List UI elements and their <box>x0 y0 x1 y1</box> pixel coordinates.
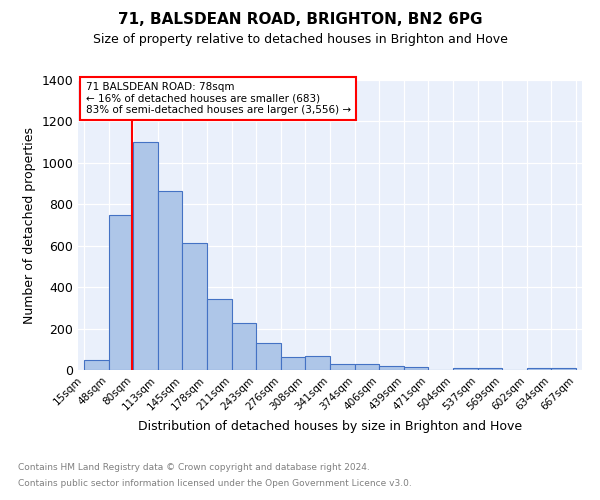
Text: Contains HM Land Registry data © Crown copyright and database right 2024.: Contains HM Land Registry data © Crown c… <box>18 464 370 472</box>
Bar <box>232 323 256 370</box>
Bar <box>331 364 355 370</box>
Bar <box>133 142 158 370</box>
Text: Size of property relative to detached houses in Brighton and Hove: Size of property relative to detached ho… <box>92 32 508 46</box>
Bar <box>305 356 329 370</box>
Bar <box>379 366 404 370</box>
Bar <box>158 191 182 370</box>
Y-axis label: Number of detached properties: Number of detached properties <box>23 126 36 324</box>
Bar <box>551 368 575 370</box>
Bar <box>281 356 305 370</box>
Bar <box>355 364 379 370</box>
Bar <box>85 360 109 370</box>
Bar <box>208 299 232 370</box>
Bar <box>109 214 133 370</box>
X-axis label: Distribution of detached houses by size in Brighton and Hove: Distribution of detached houses by size … <box>138 420 522 433</box>
Bar <box>256 343 281 370</box>
Text: 71 BALSDEAN ROAD: 78sqm
← 16% of detached houses are smaller (683)
83% of semi-d: 71 BALSDEAN ROAD: 78sqm ← 16% of detache… <box>86 82 350 116</box>
Bar <box>453 368 478 370</box>
Bar <box>527 368 551 370</box>
Text: 71, BALSDEAN ROAD, BRIGHTON, BN2 6PG: 71, BALSDEAN ROAD, BRIGHTON, BN2 6PG <box>118 12 482 28</box>
Bar <box>404 367 428 370</box>
Bar <box>182 242 207 370</box>
Bar <box>478 368 502 370</box>
Text: Contains public sector information licensed under the Open Government Licence v3: Contains public sector information licen… <box>18 478 412 488</box>
